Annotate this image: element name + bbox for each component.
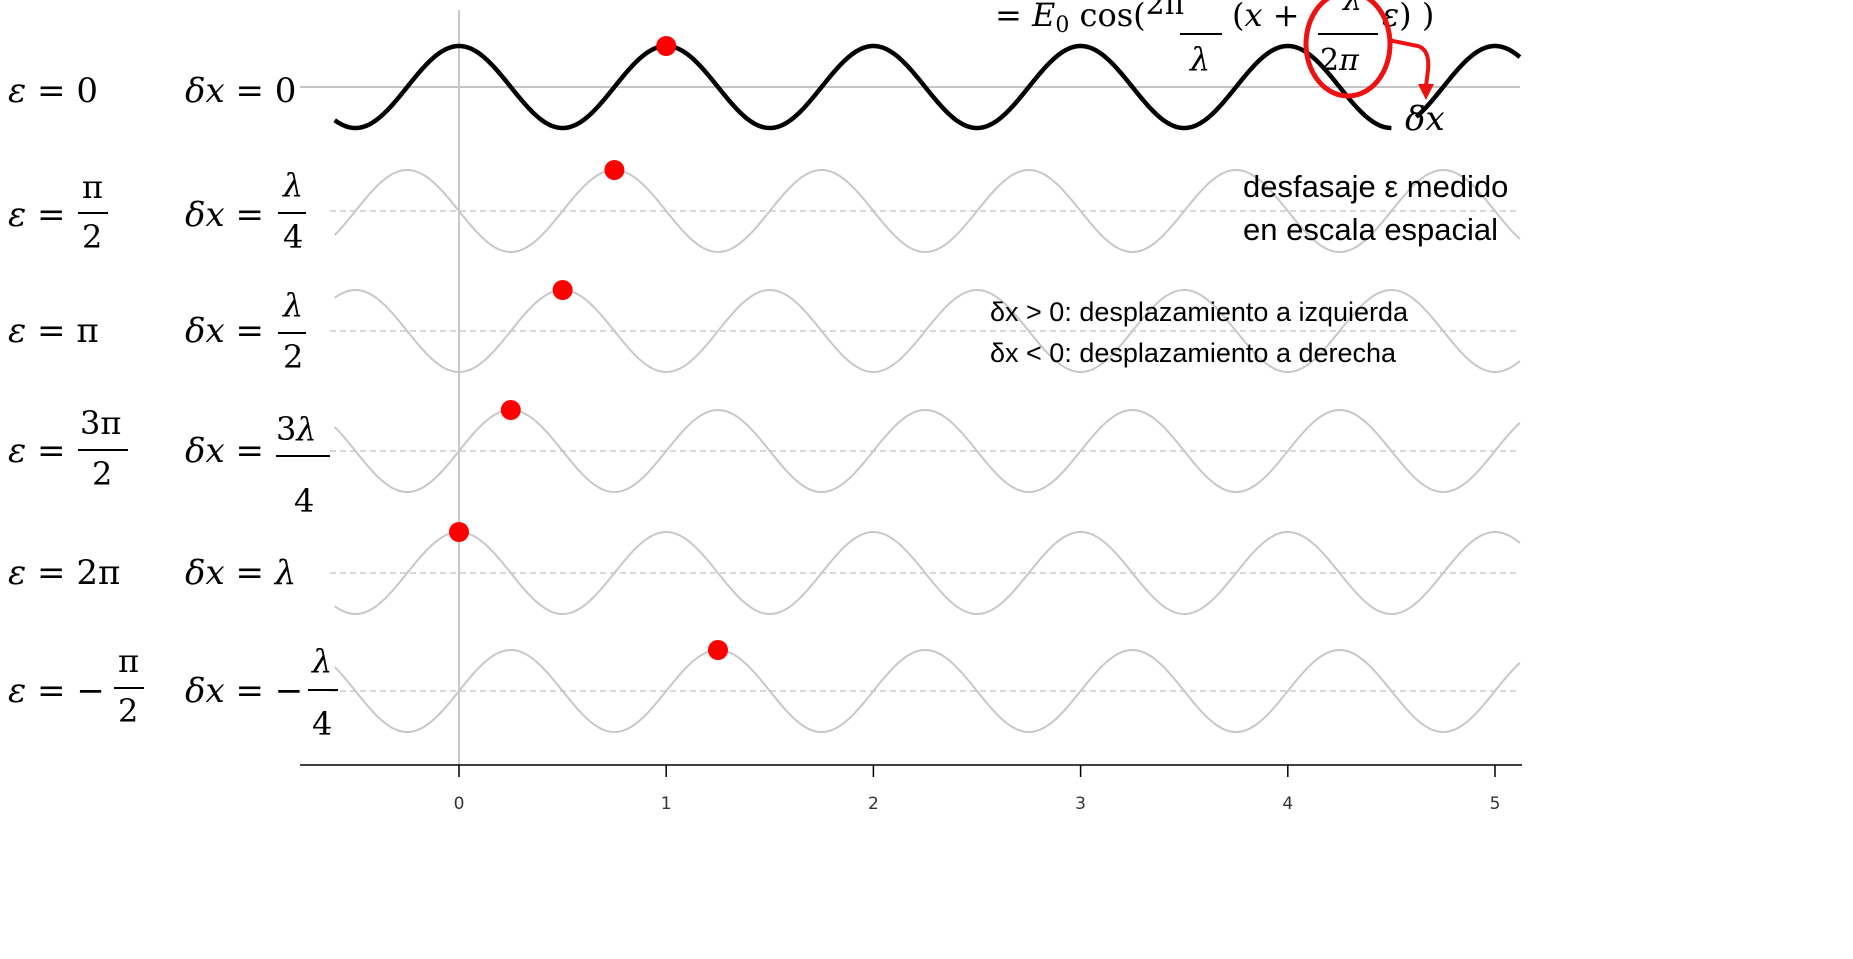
dx-frac-num-1: λ xyxy=(281,166,303,204)
eps-frac-num-1: π xyxy=(82,168,103,206)
rule-positive: δx > 0: desplazamiento a izquierda xyxy=(990,297,1409,327)
dx-frac-num-2: λ xyxy=(281,286,303,324)
eps-label-2: ε = π xyxy=(8,311,99,351)
x-tick-label-3: 3 xyxy=(1075,794,1086,814)
x-tick-label-1: 1 xyxy=(661,794,672,814)
wave-series-2 xyxy=(334,288,1521,374)
peak-marker-3 xyxy=(500,400,521,420)
eps-label-3: ε = xyxy=(8,431,66,471)
dx-label-1: δx = xyxy=(185,195,264,235)
dx-label-2: δx = xyxy=(185,311,264,351)
peak-marker-0 xyxy=(656,36,677,56)
wave-series-0-tail xyxy=(1414,43,1522,119)
peak-marker-2 xyxy=(552,280,573,300)
rule-negative: δx < 0: desplazamiento a derecha xyxy=(990,338,1397,368)
dx-frac-num-3: 3λ xyxy=(276,410,317,448)
wave-series-5 xyxy=(333,648,1521,734)
waves-layer xyxy=(333,43,1522,734)
dx-label-0: δx = 0 xyxy=(185,71,296,111)
eps-frac-num-3: 3π xyxy=(80,404,121,442)
formula-lambda: λ xyxy=(1188,40,1210,78)
wave-series-3 xyxy=(333,408,1521,494)
dx-frac-den-2: 2 xyxy=(283,338,303,376)
peak-marker-5 xyxy=(708,640,728,660)
formula-text: = E0 cos(2π xyxy=(995,0,1184,38)
dx-frac-den-1: 4 xyxy=(283,218,303,256)
wave-series-4 xyxy=(334,530,1521,616)
x-tick-label-4: 4 xyxy=(1282,794,1293,814)
x-tick-label-2: 2 xyxy=(868,794,879,814)
x-tick-label-5: 5 xyxy=(1490,794,1501,814)
eps-frac-den-1: 2 xyxy=(82,218,102,256)
phase-factor-circle xyxy=(1303,0,1393,99)
dx-label-3: δx = xyxy=(185,431,264,471)
dx-label-5: δx = − xyxy=(185,671,303,711)
peak-marker-1 xyxy=(604,160,625,180)
wave-series-0 xyxy=(333,43,1392,131)
eps-label-1: ε = xyxy=(8,195,66,235)
formula-rest: (x + xyxy=(1232,0,1300,34)
row-labels: ε = 0 δx = 0 ε = π 2 δx = λ 4 ε = π δx =… xyxy=(8,71,338,743)
dx-frac-den-3: 4 xyxy=(294,482,314,520)
callout-arrow-line xyxy=(1387,38,1431,87)
eps-label-4: ε = 2π xyxy=(8,553,120,593)
note-line-2: en escala espacial xyxy=(1243,212,1498,247)
eps-label-0: ε = 0 xyxy=(8,71,98,111)
x-tick-label-0: 0 xyxy=(454,794,465,814)
formula-annotation: = E0 cos(2π λ (x + λ 2π ε) ) δx xyxy=(995,0,1445,139)
callout-arrow-head xyxy=(1418,84,1434,100)
eps-frac-num-5: π xyxy=(118,642,139,680)
dx-frac-den-5: 4 xyxy=(312,705,332,743)
formula-lambda-top: λ xyxy=(1342,0,1362,18)
wave-series-1 xyxy=(333,168,1521,254)
eps-frac-den-5: 2 xyxy=(118,692,138,730)
dx-frac-num-5: λ xyxy=(310,642,332,680)
dx-symbol: δx xyxy=(1405,99,1445,139)
eps-label-5: ε = − xyxy=(8,671,105,711)
note-line-1: desfasaje ε medido xyxy=(1243,169,1508,204)
peak-marker-4 xyxy=(449,522,469,542)
x-axis: 0 1 2 3 4 5 xyxy=(300,764,1522,814)
peak-markers-layer xyxy=(449,36,728,660)
dx-label-4: δx = λ xyxy=(185,553,296,593)
eps-frac-den-3: 2 xyxy=(92,455,112,493)
formula-2pi: 2π xyxy=(1320,43,1360,78)
